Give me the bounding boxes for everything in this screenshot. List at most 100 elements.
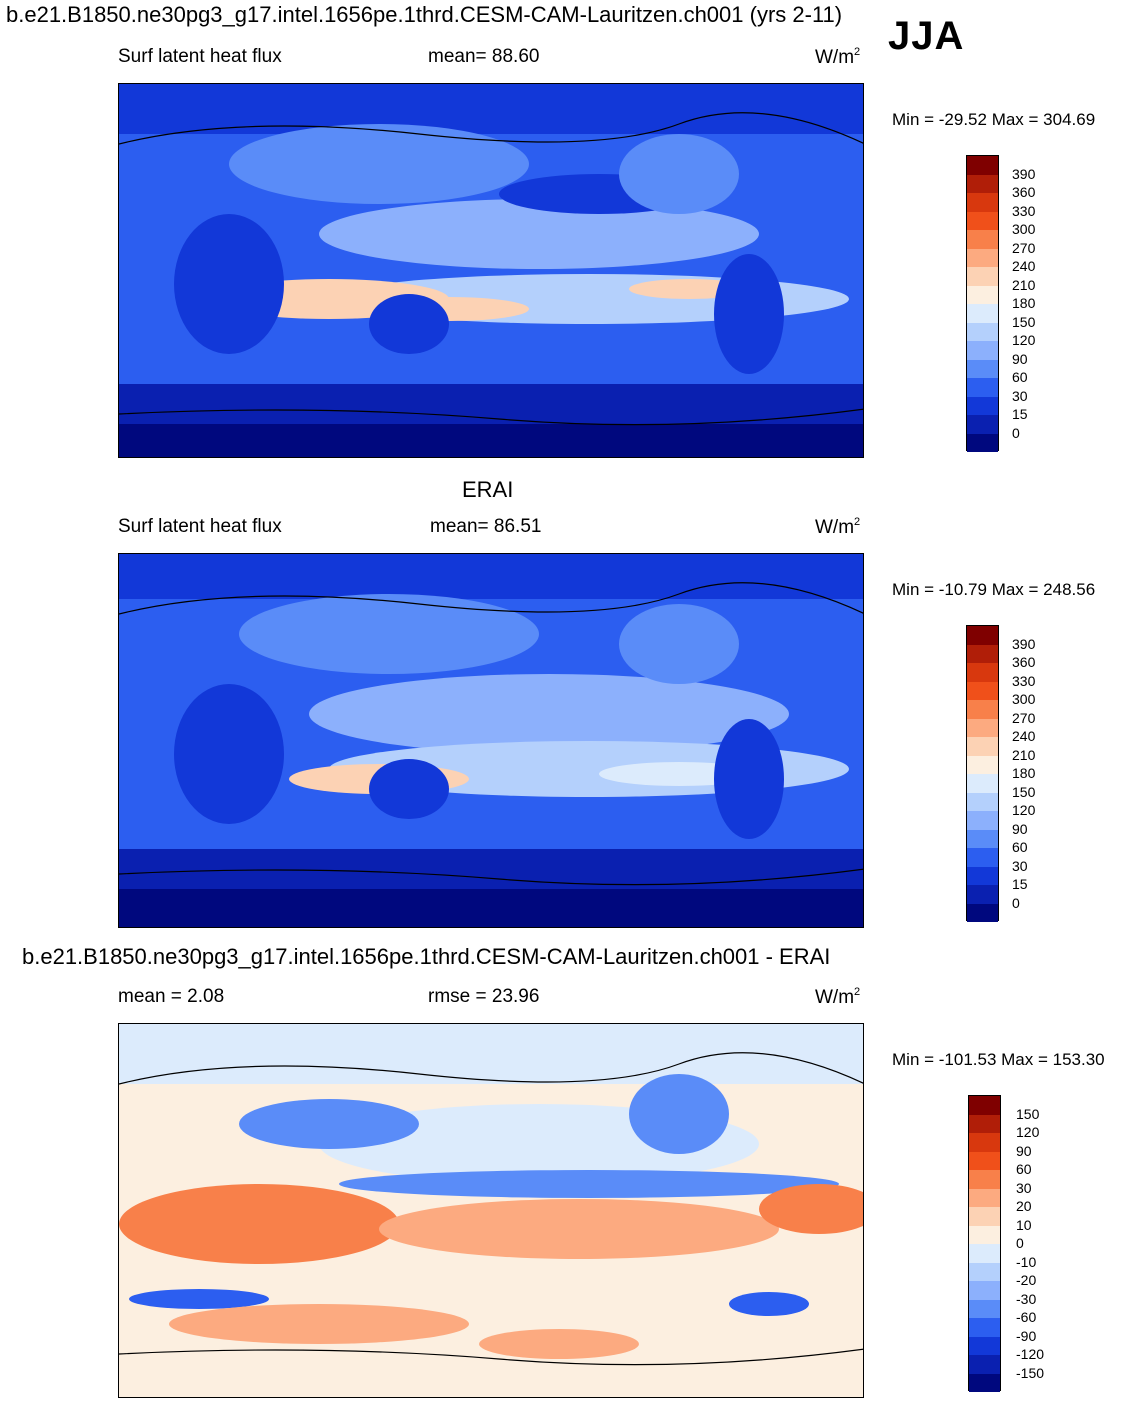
panel2-colorbar bbox=[966, 625, 999, 922]
colorbar-tick-label: 0 bbox=[1012, 894, 1020, 911]
colorbar-tick-label: 180 bbox=[1012, 295, 1036, 311]
colorbar-segment bbox=[967, 174, 998, 193]
panel2-units-label: W/m2 bbox=[815, 516, 861, 538]
panel3-rmse-label: rmse = 23.96 bbox=[428, 986, 540, 1007]
panel1-model-map bbox=[118, 83, 864, 458]
colorbar-tick-label: 120 bbox=[1012, 332, 1036, 348]
colorbar-segment bbox=[969, 1373, 1000, 1392]
colorbar-tick-label: -60 bbox=[1016, 1309, 1037, 1325]
colorbar-segment bbox=[967, 341, 998, 360]
colorbar-tick-label: 60 bbox=[1012, 839, 1028, 855]
colorbar-tick-label: -20 bbox=[1016, 1272, 1037, 1288]
colorbar-segment bbox=[967, 396, 998, 415]
colorbar-tick-label: 150 bbox=[1012, 783, 1036, 800]
colorbar-segment bbox=[967, 322, 998, 341]
colorbar-segment bbox=[967, 700, 998, 719]
panel2-heading: ERAI bbox=[462, 477, 514, 502]
colorbar-tick-label: 330 bbox=[1012, 202, 1036, 219]
colorbar-segment bbox=[969, 1096, 1000, 1115]
colorbar-segment bbox=[967, 359, 998, 378]
panel2-minmax-label: Min = -10.79 Max = 248.56 bbox=[892, 580, 1096, 599]
colorbar-tick-label: 30 bbox=[1012, 387, 1028, 404]
colorbar-segment bbox=[967, 681, 998, 700]
panel3-diff-map bbox=[118, 1023, 864, 1398]
colorbar-segment bbox=[969, 1133, 1000, 1152]
colorbar-segment bbox=[969, 1281, 1000, 1300]
colorbar-segment bbox=[967, 774, 998, 793]
colorbar-segment bbox=[967, 663, 998, 682]
plot-title: b.e21.B1850.ne30pg3_g17.intel.1656pe.1th… bbox=[6, 2, 843, 27]
colorbar-segment bbox=[967, 248, 998, 267]
colorbar-segment bbox=[967, 304, 998, 323]
colorbar-tick-label: 0 bbox=[1016, 1235, 1024, 1251]
colorbar-segment bbox=[967, 903, 998, 922]
panel2-mean-label: mean= 86.51 bbox=[430, 516, 542, 537]
colorbar-tick-label: 360 bbox=[1012, 184, 1036, 200]
panel3-units-label: W/m2 bbox=[815, 986, 861, 1008]
colorbar-segment bbox=[967, 415, 998, 434]
colorbar-tick-label: 180 bbox=[1012, 765, 1036, 781]
colorbar-segment bbox=[967, 737, 998, 756]
colorbar-tick-label: 90 bbox=[1012, 350, 1028, 367]
colorbar-segment bbox=[967, 885, 998, 904]
panel3-colorbar bbox=[968, 1095, 1001, 1392]
panel1-mean-label: mean= 88.60 bbox=[428, 46, 540, 67]
colorbar-segment bbox=[967, 811, 998, 830]
colorbar-segment bbox=[967, 378, 998, 397]
colorbar-segment bbox=[967, 866, 998, 885]
colorbar-tick-label: -90 bbox=[1016, 1327, 1037, 1344]
colorbar-tick-label: -30 bbox=[1016, 1290, 1037, 1307]
panel2-obs-map bbox=[118, 553, 864, 928]
colorbar-segment bbox=[969, 1170, 1000, 1189]
colorbar-segment bbox=[969, 1207, 1000, 1226]
colorbar-segment bbox=[969, 1355, 1000, 1374]
colorbar-segment bbox=[969, 1318, 1000, 1337]
colorbar-tick-label: 300 bbox=[1012, 691, 1036, 707]
panel1-variable-label: Surf latent heat flux bbox=[118, 46, 282, 67]
panel3-map-graphic bbox=[119, 1024, 863, 1397]
colorbar-tick-label: 120 bbox=[1016, 1124, 1040, 1140]
colorbar-tick-label: 270 bbox=[1012, 239, 1036, 256]
colorbar-tick-label: 60 bbox=[1016, 1161, 1032, 1177]
colorbar-tick-label: 15 bbox=[1012, 876, 1028, 892]
colorbar-segment bbox=[967, 211, 998, 230]
panel3-mean-label: mean = 2.08 bbox=[118, 986, 225, 1007]
panel2-map-graphic bbox=[119, 554, 863, 927]
colorbar-segment bbox=[967, 626, 998, 645]
colorbar-segment bbox=[967, 829, 998, 848]
colorbar-segment bbox=[967, 433, 998, 452]
colorbar-tick-label: 240 bbox=[1012, 728, 1036, 744]
colorbar-segment bbox=[967, 848, 998, 867]
colorbar-segment bbox=[967, 718, 998, 737]
colorbar-tick-label: 20 bbox=[1016, 1198, 1032, 1214]
colorbar-tick-label: 390 bbox=[1012, 635, 1036, 652]
colorbar-tick-label: 210 bbox=[1012, 276, 1036, 293]
panel3-minmax-label: Min = -101.53 Max = 153.30 bbox=[892, 1050, 1105, 1069]
colorbar-tick-label: 0 bbox=[1012, 424, 1020, 441]
colorbar-segment bbox=[969, 1225, 1000, 1244]
colorbar-segment bbox=[969, 1188, 1000, 1207]
colorbar-tick-label: -150 bbox=[1016, 1364, 1045, 1381]
colorbar-segment bbox=[967, 267, 998, 286]
colorbar-segment bbox=[969, 1114, 1000, 1133]
colorbar-tick-label: 90 bbox=[1012, 820, 1028, 837]
colorbar-segment bbox=[967, 156, 998, 175]
colorbar-segment bbox=[969, 1151, 1000, 1170]
colorbar-segment bbox=[967, 792, 998, 811]
colorbar-tick-label: 150 bbox=[1016, 1105, 1040, 1122]
colorbar-tick-label: 300 bbox=[1012, 221, 1036, 237]
colorbar-segment bbox=[969, 1244, 1000, 1263]
panel1-map-graphic bbox=[119, 84, 863, 457]
colorbar-segment bbox=[967, 230, 998, 249]
colorbar-tick-label: 15 bbox=[1012, 406, 1028, 422]
season-label: JJA bbox=[888, 14, 965, 58]
panel3-heading: b.e21.B1850.ne30pg3_g17.intel.1656pe.1th… bbox=[22, 944, 831, 969]
colorbar-tick-label: 60 bbox=[1012, 369, 1028, 385]
colorbar-segment bbox=[967, 193, 998, 212]
colorbar-segment bbox=[967, 644, 998, 663]
panel1-colorbar bbox=[966, 155, 999, 452]
colorbar-segment bbox=[967, 755, 998, 774]
colorbar-tick-label: 10 bbox=[1016, 1216, 1032, 1233]
colorbar-tick-label: 390 bbox=[1012, 165, 1036, 182]
colorbar-segment bbox=[969, 1336, 1000, 1355]
